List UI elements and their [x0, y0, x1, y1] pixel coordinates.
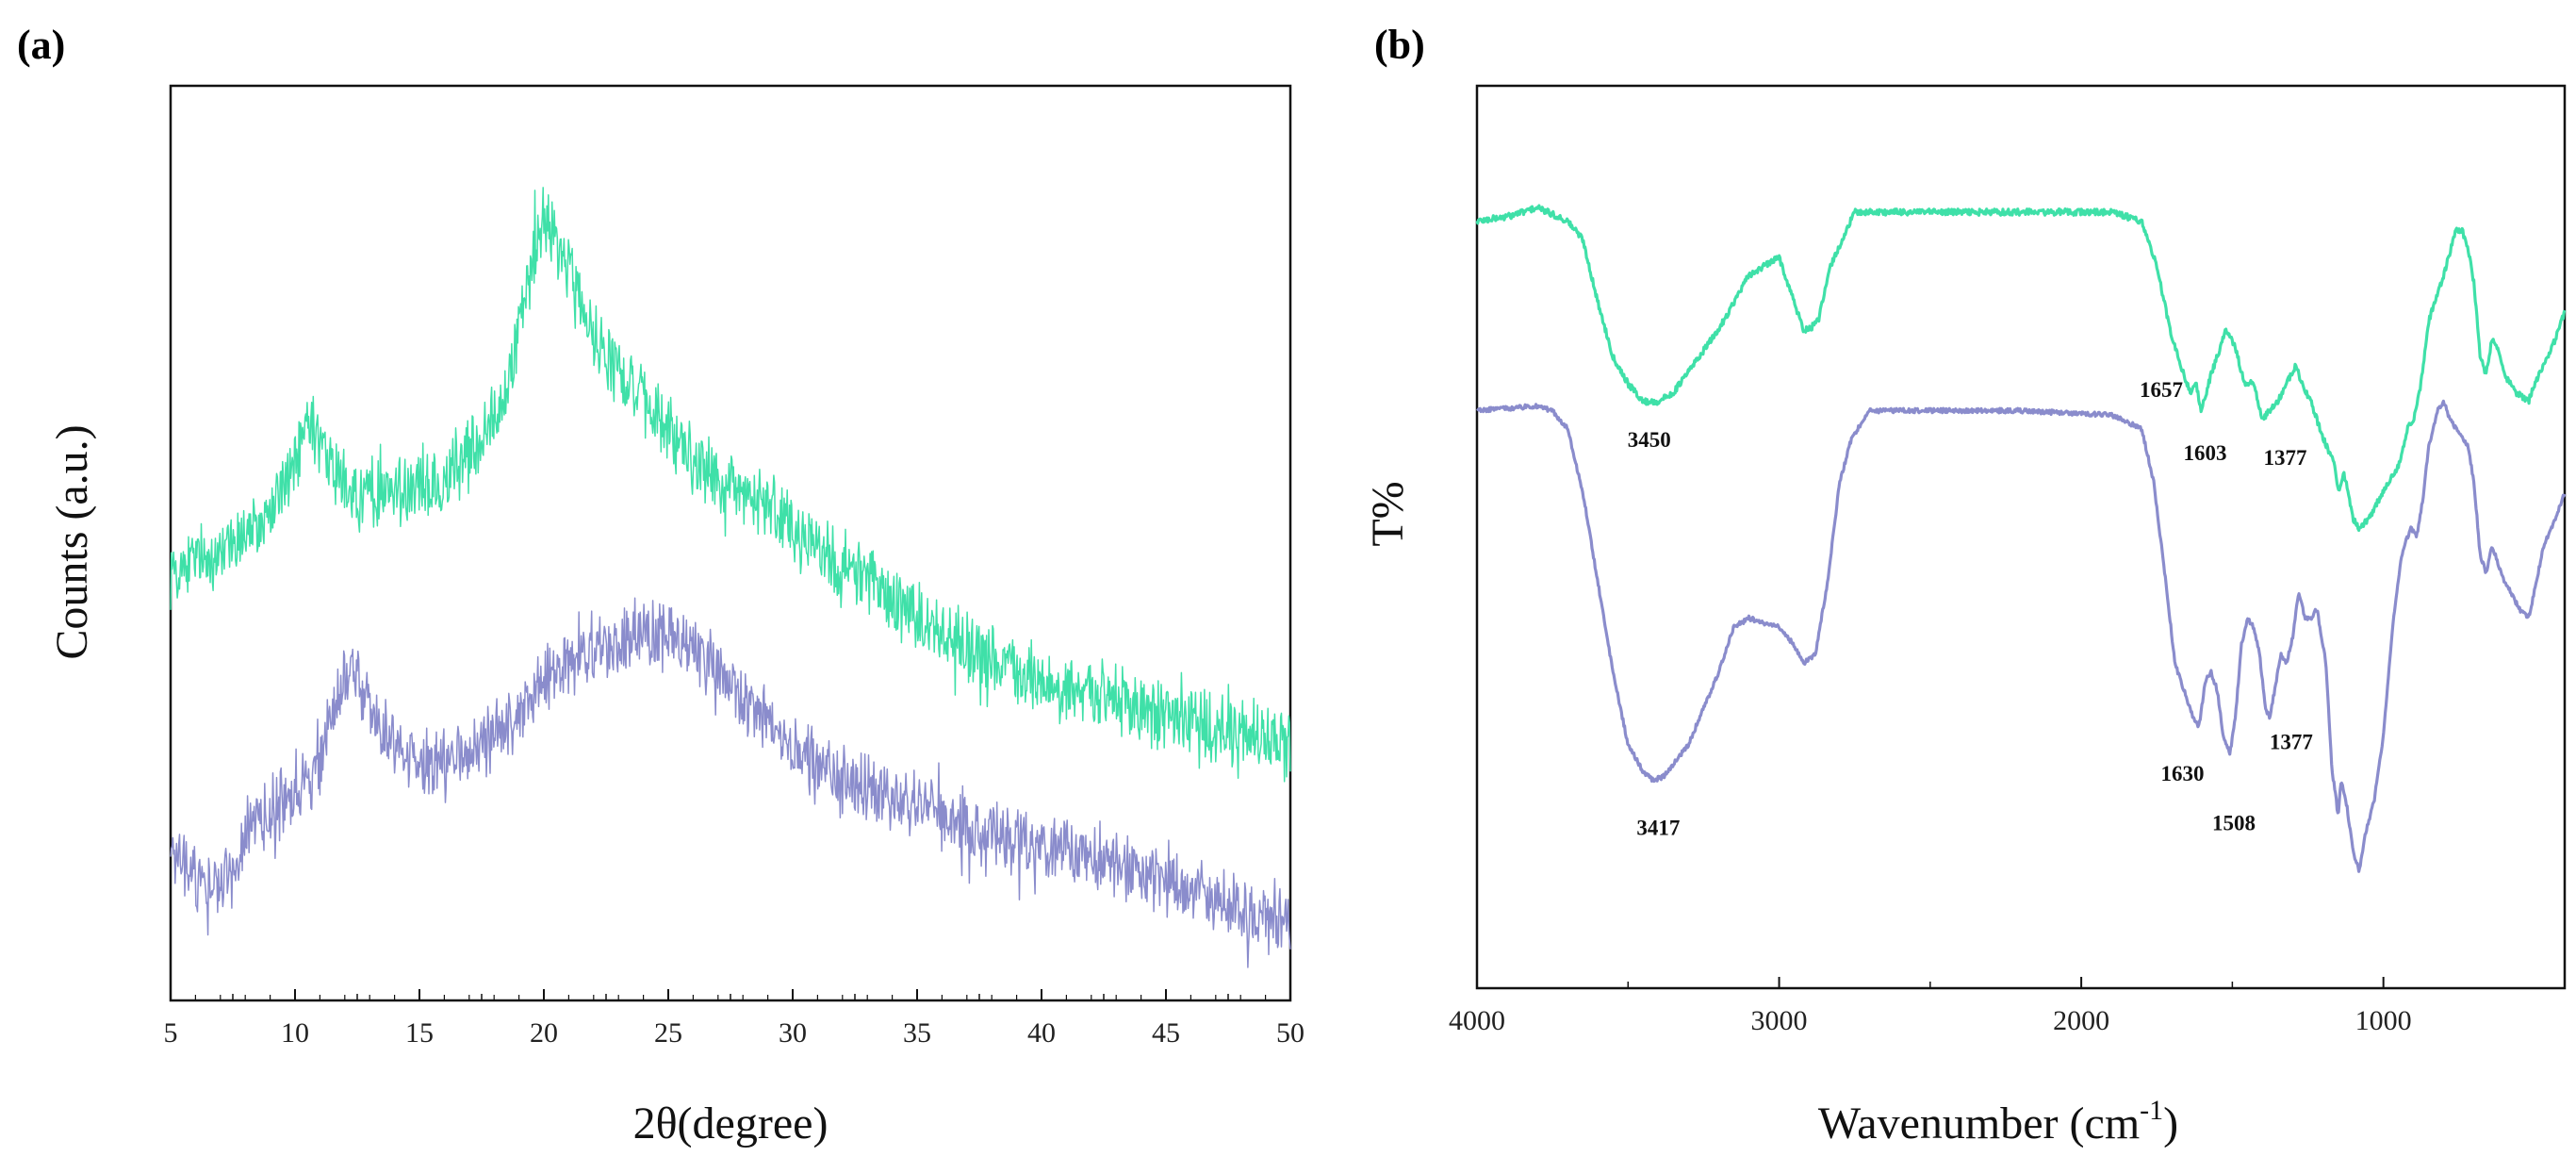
panel-b-xtick-label: 1000 [2355, 1005, 2412, 1036]
panel-a-xtick-label: 50 [1276, 1017, 1304, 1049]
panel-a-xtick-label: 10 [281, 1017, 309, 1049]
panel-a: (a) 5 10 15 20 25 30 35 40 45 50 2θ(degree) Count… [17, 22, 1304, 1148]
panel-b-annotations: 3450 1657 1603 1377 3417 1630 1508 1377 [1628, 378, 2313, 839]
peak-label-1377: 1377 [2270, 730, 2313, 753]
panel-a-series-purple [170, 597, 1291, 968]
panel-a-xtick-label: 20 [530, 1017, 558, 1049]
panel-a-xlabel: 2θ(degree) [633, 1099, 829, 1148]
panel-b-series-green [1475, 204, 2567, 533]
panel-a-xtick-label: 25 [654, 1017, 682, 1049]
panel-b: (b) 4000 3000 2000 1000 3450 1657 1603 1377 341… [1363, 22, 2567, 1148]
panel-a-xtick-label: 15 [405, 1017, 434, 1049]
peak-label-1377: 1377 [2263, 446, 2306, 470]
panel-b-xtick-label: 2000 [2053, 1005, 2109, 1036]
panel-b-series [1475, 204, 2567, 873]
peak-label-1630: 1630 [2160, 762, 2204, 785]
peak-label-1603: 1603 [2184, 441, 2227, 465]
panel-a-xtick-label: 40 [1027, 1017, 1056, 1049]
peak-label-3417: 3417 [1636, 816, 1680, 839]
panel-b-frame [1475, 84, 2567, 990]
panel-a-xtick-label: 35 [903, 1017, 931, 1049]
panel-b-label: (b) [1374, 22, 1425, 68]
panel-b-ticks: 4000 3000 2000 1000 [1449, 977, 2412, 1036]
panel-a-xtick-label: 5 [164, 1017, 178, 1049]
panel-b-xtick-label: 3000 [1751, 1005, 1808, 1036]
panel-a-ticks: 5 10 15 20 25 30 35 40 45 50 [164, 989, 1304, 1049]
panel-a-label: (a) [17, 22, 65, 68]
panel-a-ylabel: Counts (a.u.) [47, 424, 97, 659]
peak-label-3450: 3450 [1628, 428, 1671, 452]
panel-a-series [170, 187, 1291, 968]
panel-b-series-purple [1476, 399, 2567, 873]
panel-b-ylabel: T% [1363, 481, 1413, 546]
panel-a-xtick-label: 45 [1152, 1017, 1180, 1049]
panel-b-xlabel: Wavenumber (cm-1) [1818, 1095, 2178, 1148]
panel-a-series-green [170, 187, 1291, 783]
peak-label-1508: 1508 [2212, 812, 2256, 835]
panel-b-xtick-label: 4000 [1449, 1005, 1505, 1036]
panel-a-xtick-label: 30 [779, 1017, 807, 1049]
peak-label-1657: 1657 [2140, 378, 2183, 402]
